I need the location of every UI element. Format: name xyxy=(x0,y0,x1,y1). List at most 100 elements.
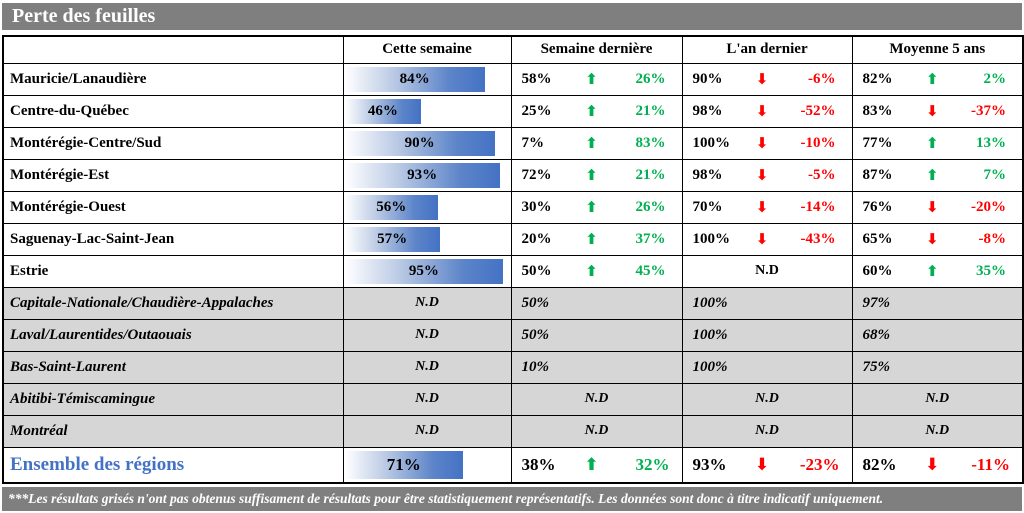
table-row: Montérégie-Ouest 56% 30% ⬆ 26% 70% ⬇ -14% 76% ⬇ -2… xyxy=(2,190,1024,224)
stat-cell: 77% ⬆ 13% xyxy=(851,126,1024,160)
stat-value: 50% xyxy=(521,294,550,311)
stat-cell: 82% ⬆ 2% xyxy=(851,62,1024,96)
stat-cell: N.D xyxy=(851,414,1024,448)
region-name: Mauricie/Lanaudière xyxy=(2,62,344,96)
region-name: Ensemble des régions xyxy=(2,446,344,484)
this-week-cell: N.D xyxy=(342,350,512,384)
stat-cell-content: 75% xyxy=(853,352,1023,382)
stat-cell: N.D xyxy=(510,382,683,416)
table-row: Bas-Saint-Laurent N.D 10% 100% 75% xyxy=(2,350,1024,384)
stat-cell: 97% xyxy=(851,286,1024,320)
nd-value: N.D xyxy=(925,423,950,438)
stat-cell: 98% ⬇ -5% xyxy=(681,158,853,192)
stat-cell: 82% ⬇ -11% xyxy=(851,446,1024,484)
table-row: Laval/Laurentides/Outaouais N.D 50% 100% 68% xyxy=(2,318,1024,352)
column-header-this-week: Cette semaine xyxy=(342,35,512,64)
table-row: Mauricie/Lanaudière 84% 58% ⬆ 26% 90% ⬇ -6% 82% ⬆… xyxy=(2,62,1024,96)
this-week-value: 93% xyxy=(407,166,438,183)
region-name: Montérégie-Est xyxy=(2,158,344,192)
stat-value: 87% xyxy=(862,166,893,183)
stat-value: 100% xyxy=(692,230,731,247)
this-week-value: 71% xyxy=(386,454,421,474)
stat-change: -20% xyxy=(971,198,1006,215)
stat-change: 45% xyxy=(635,262,666,279)
stat-cell: 10% xyxy=(510,350,683,384)
stat-value: 77% xyxy=(862,134,893,151)
stat-cell: 65% ⬇ -8% xyxy=(851,222,1024,256)
column-header-last-week: Semaine dernière xyxy=(510,35,683,64)
table-body: Mauricie/Lanaudière 84% 58% ⬆ 26% 90% ⬇ -6% 82% ⬆… xyxy=(2,62,1024,484)
nd-value: N.D xyxy=(415,391,439,406)
region-name: Abitibi-Témiscamingue xyxy=(2,382,344,416)
stat-cell-content: 50% xyxy=(512,320,682,350)
stat-value: 100% xyxy=(692,358,728,375)
stat-cell: 87% ⬆ 7% xyxy=(851,158,1024,192)
this-week-cell: 46% xyxy=(342,94,512,128)
stat-change: 83% xyxy=(635,134,666,151)
stat-cell-content: 65% ⬇ -8% xyxy=(853,224,1023,254)
stat-value: 10% xyxy=(521,358,550,375)
stat-change: -8% xyxy=(978,230,1007,247)
stat-cell: 100% ⬇ -43% xyxy=(681,222,853,256)
up-arrow-icon: ⬆ xyxy=(925,166,939,184)
percent-bar: 90% xyxy=(344,130,495,156)
stat-change: 13% xyxy=(976,134,1006,151)
stat-cell-content: 20% ⬆ 37% xyxy=(512,224,682,254)
stat-value: 100% xyxy=(692,294,728,311)
up-arrow-icon: ⬆ xyxy=(585,102,598,120)
stat-cell: 38% ⬆ 32% xyxy=(510,446,683,484)
this-week-value: 57% xyxy=(377,230,408,247)
stat-value: 30% xyxy=(521,198,552,215)
stat-cell-content: 83% ⬇ -37% xyxy=(853,96,1023,126)
percent-bar: 71% xyxy=(344,450,464,479)
nd-value: N.D xyxy=(415,359,439,374)
this-week-cell: 57% xyxy=(342,222,512,256)
stat-cell-content: 10% xyxy=(512,352,682,382)
stat-cell: 100% xyxy=(681,350,853,384)
table-row: Abitibi-Témiscamingue N.D N.D N.D N.D xyxy=(2,382,1024,416)
stat-value: 82% xyxy=(862,454,897,474)
stat-cell: 72% ⬆ 21% xyxy=(510,158,683,192)
stat-cell: 100% ⬇ -10% xyxy=(681,126,853,160)
this-week-cell: N.D xyxy=(342,382,512,416)
nd-value: N.D xyxy=(584,391,609,406)
stat-change: -37% xyxy=(971,102,1006,119)
down-arrow-icon: ⬇ xyxy=(755,166,769,184)
percent-bar: 93% xyxy=(344,162,500,188)
stat-cell: N.D xyxy=(681,254,853,288)
this-week-cell: 93% xyxy=(342,158,512,192)
stat-change: -5% xyxy=(808,166,836,183)
stat-value: 50% xyxy=(521,262,552,279)
up-arrow-icon: ⬆ xyxy=(925,134,939,152)
stat-cell-content: 60% ⬆ 35% xyxy=(853,256,1023,286)
stat-value: 90% xyxy=(692,70,723,87)
stat-change: -10% xyxy=(800,134,836,151)
this-week-value: 84% xyxy=(399,70,430,87)
stat-change: -11% xyxy=(971,454,1010,474)
nd-value: N.D xyxy=(415,423,439,438)
up-arrow-icon: ⬆ xyxy=(585,230,598,248)
stat-change: -23% xyxy=(799,454,840,474)
stat-cell: 100% xyxy=(681,318,853,352)
table-row: Montérégie-Centre/Sud 90% 7% ⬆ 83% 100% ⬇ -10% 7… xyxy=(2,126,1024,160)
stat-change: 2% xyxy=(983,70,1007,87)
percent-bar: 84% xyxy=(344,66,485,92)
stat-value: 97% xyxy=(862,294,891,311)
stat-value: 100% xyxy=(692,134,731,151)
up-arrow-icon: ⬆ xyxy=(584,454,599,475)
stat-value: 70% xyxy=(692,198,723,215)
stat-value: 93% xyxy=(692,454,727,474)
stat-cell: 7% ⬆ 83% xyxy=(510,126,683,160)
down-arrow-icon: ⬇ xyxy=(925,230,939,248)
region-name: Estrie xyxy=(2,254,344,288)
nd-value: N.D xyxy=(925,391,950,406)
stat-cell-content: 77% ⬆ 13% xyxy=(853,128,1023,158)
stat-cell-content: 100% xyxy=(683,352,852,382)
stat-cell-content: 82% ⬇ -11% xyxy=(853,448,1023,482)
region-name: Saguenay-Lac-Saint-Jean xyxy=(2,222,344,256)
footnote: ***Les résultats grisés n'ont pas obtenu… xyxy=(2,487,1022,511)
up-arrow-icon: ⬆ xyxy=(585,198,598,216)
stat-value: 25% xyxy=(521,102,552,119)
this-week-cell: N.D xyxy=(342,318,512,352)
